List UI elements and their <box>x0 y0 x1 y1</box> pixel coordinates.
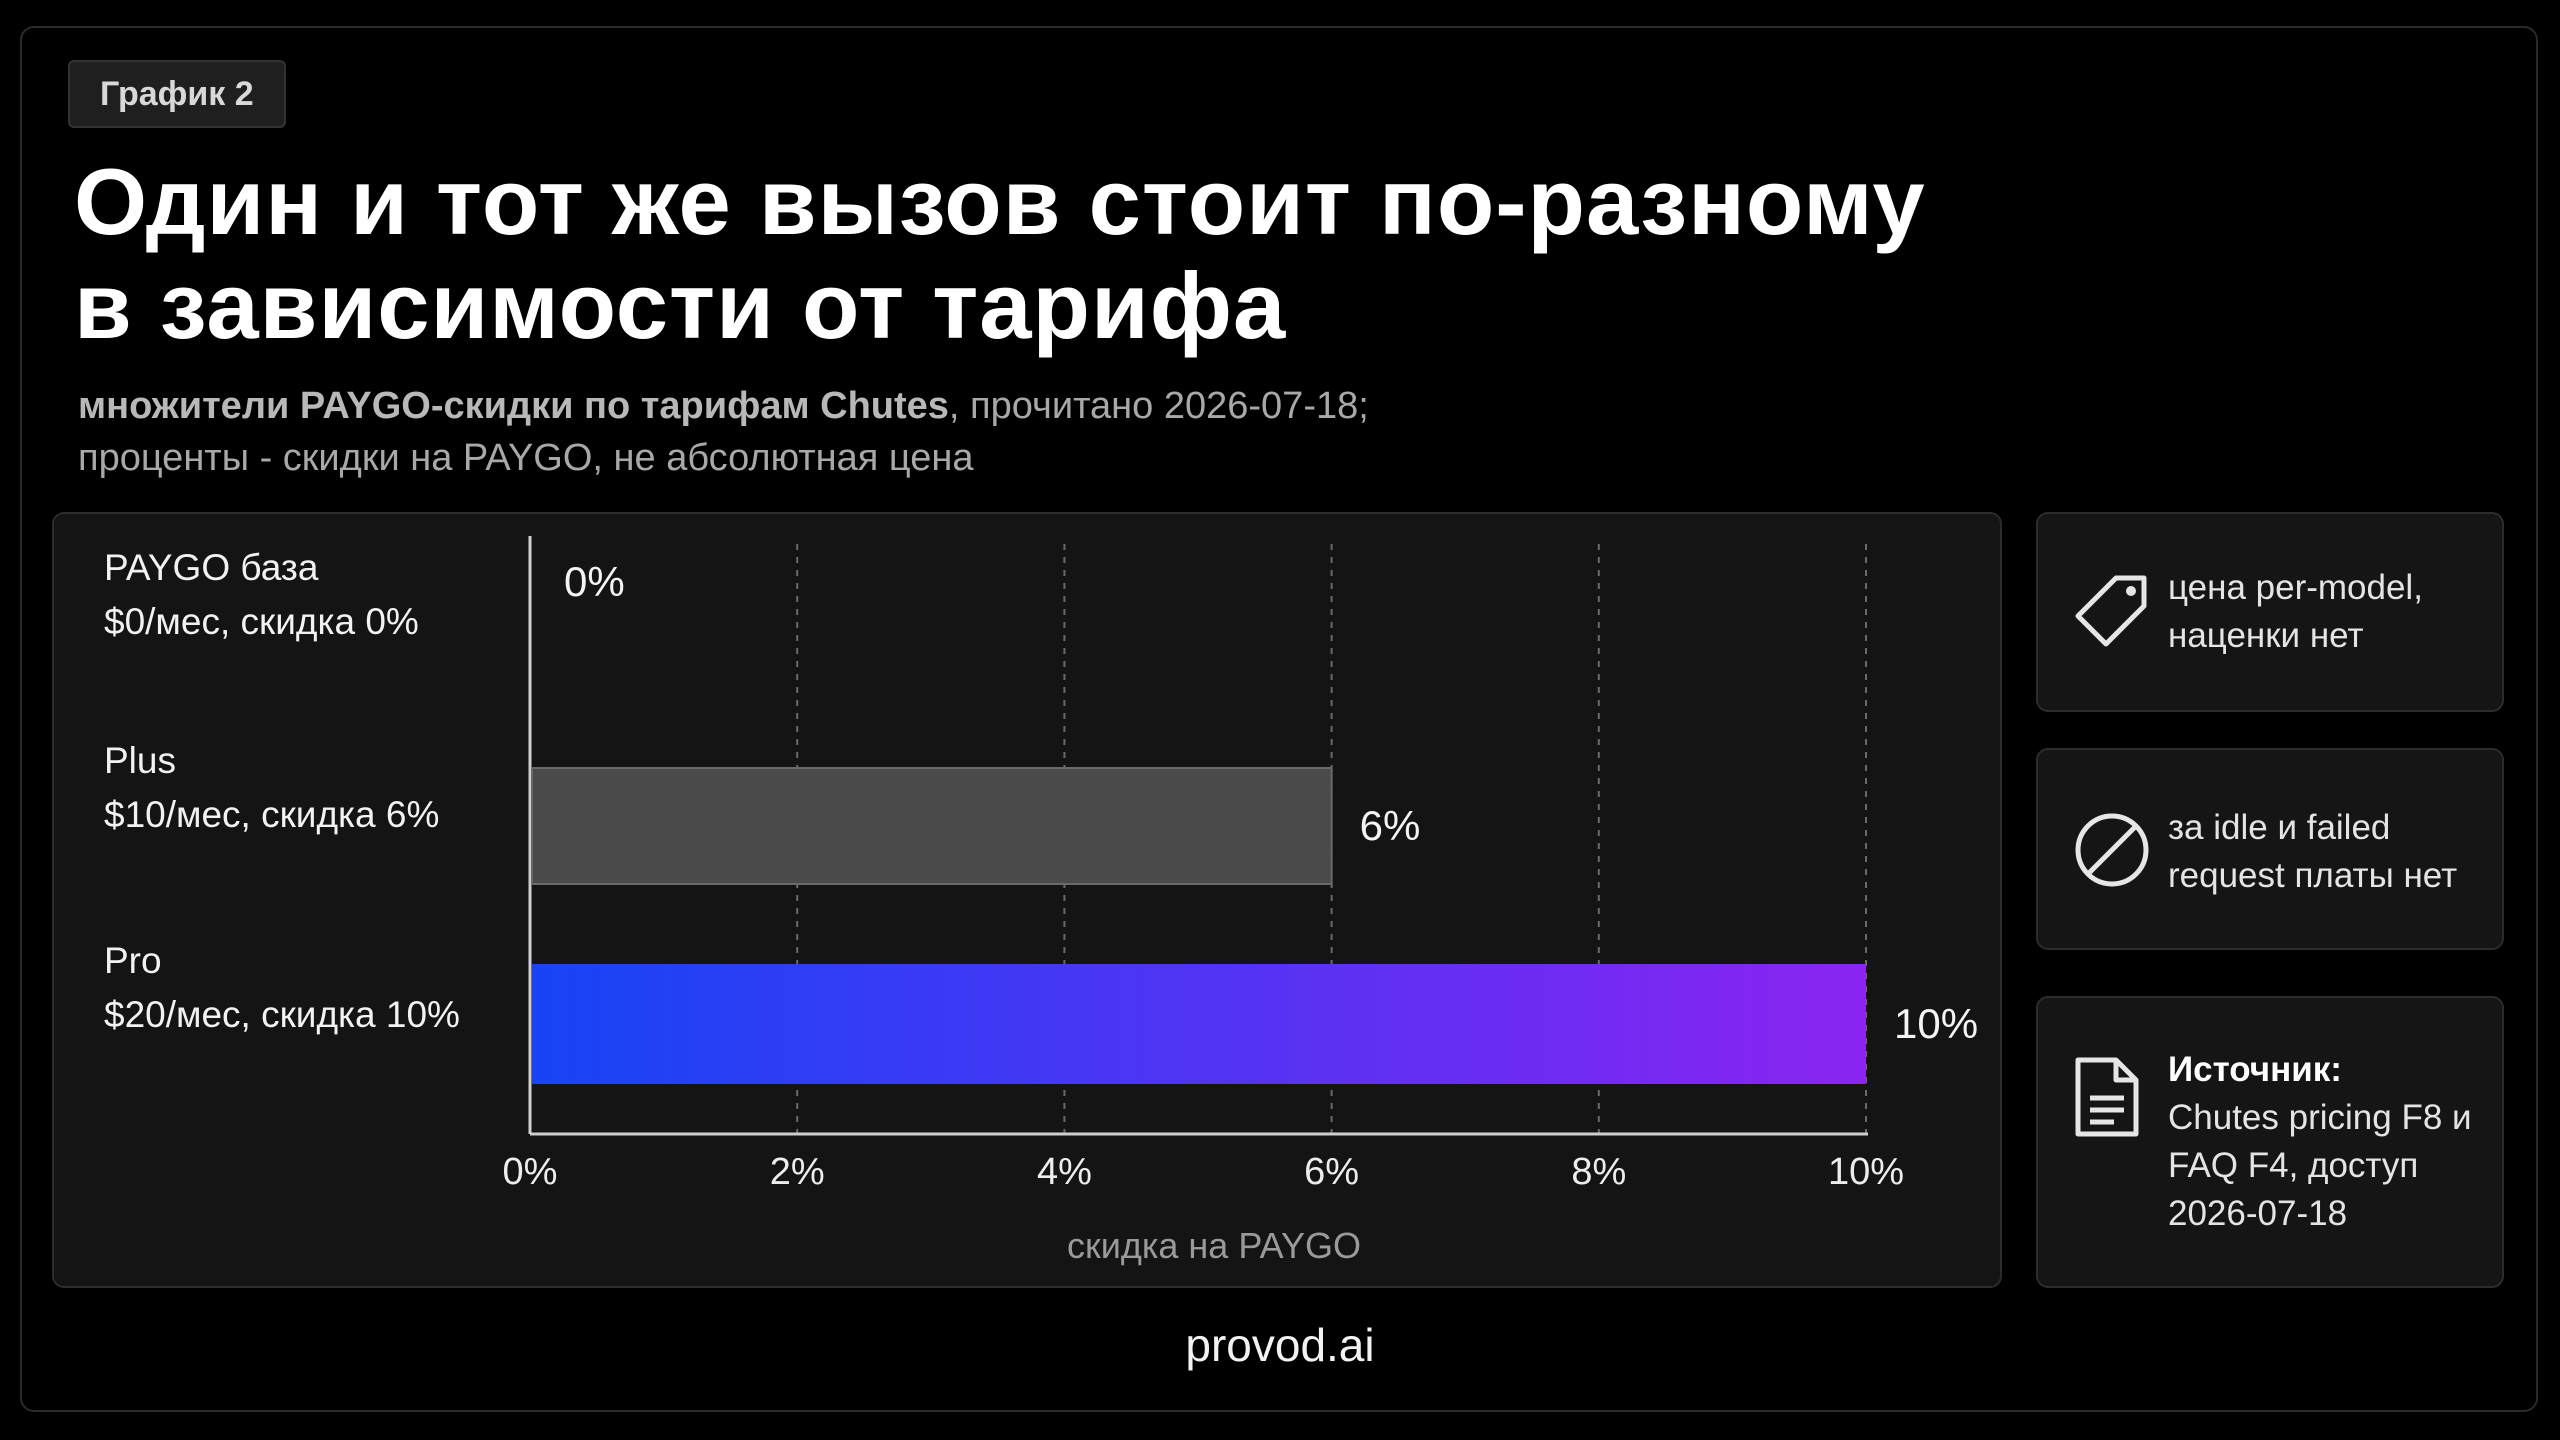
x-tick-label: 0% <box>503 1151 558 1193</box>
card-text: цена per-model, наценки нет <box>2168 564 2482 660</box>
x-tick-label: 2% <box>770 1151 825 1193</box>
subtitle-line-1: множители PAYGO-скидки по тарифам Chutes… <box>78 380 1678 432</box>
category-detail: $10/мес, скидка 6% <box>104 794 439 835</box>
card-text: Источник: Chutes pricing F8 и FAQ F4, до… <box>2168 1046 2482 1238</box>
category-name: Pro <box>104 940 162 981</box>
bar-chart: 0% 2% 4% 6% 8% 10% скидка на PAYGO PAYGO база $0… <box>104 536 1978 1266</box>
info-card-source: Источник: Chutes pricing F8 и FAQ F4, до… <box>2036 996 2504 1288</box>
category-detail: $20/мес, скидка 10% <box>104 994 460 1035</box>
category-name: PAYGO база <box>104 547 319 588</box>
card-line: Chutes pricing F8 и <box>2168 1098 2472 1137</box>
price-tag-icon <box>2075 575 2147 647</box>
category-name: Plus <box>104 740 176 781</box>
bar-value-label: 6% <box>1360 802 1421 849</box>
card-line: request платы нет <box>2168 856 2458 895</box>
card-line: за idle и failed <box>2168 808 2391 847</box>
x-tick-label: 10% <box>1828 1151 1904 1193</box>
bar <box>531 767 1333 885</box>
chart-number-badge: График 2 <box>68 60 286 128</box>
info-card-pricing: цена per-model, наценки нет <box>2036 512 2504 712</box>
title-line-1: Один и тот же вызов стоит по-разному <box>74 149 1926 254</box>
category-detail: $0/мес, скидка 0% <box>104 601 419 642</box>
page-title: Один и тот же вызов стоит по-разному в з… <box>74 150 2274 358</box>
footer-brand: provod.ai <box>1185 1319 1375 1371</box>
subtitle-rest: , прочитано 2026-07-18; <box>948 385 1369 427</box>
info-card-idle: за idle и failed request платы нет <box>2036 748 2504 950</box>
subtitle-line-2: проценты - скидки на PAYGO, не абсолютна… <box>78 437 974 479</box>
prohibited-icon <box>2075 813 2149 887</box>
document-icon <box>2075 1057 2139 1137</box>
bar-value-label: 0% <box>564 558 625 605</box>
title-line-2: в зависимости от тарифа <box>74 253 1287 358</box>
subtitle-bold: множители PAYGO-скидки по тарифам Chutes <box>78 385 949 427</box>
x-tick-label: 8% <box>1571 1151 1626 1193</box>
x-axis-title: скидка на PAYGO <box>1067 1225 1361 1266</box>
card-line: FAQ F4, доступ <box>2168 1146 2419 1185</box>
card-line: наценки нет <box>2168 616 2364 655</box>
chart-panel: 0% 2% 4% 6% 8% 10% скидка на PAYGO PAYGO база $0… <box>52 512 2002 1288</box>
card-text: за idle и failed request платы нет <box>2168 804 2482 900</box>
x-tick-label: 6% <box>1304 1151 1359 1193</box>
card-line: цена per-model, <box>2168 568 2423 607</box>
card-heading: Источник: <box>2168 1050 2342 1089</box>
bar-value-label: 10% <box>1894 1000 1978 1047</box>
bar <box>532 964 1866 1084</box>
chart-subtitle: множители PAYGO-скидки по тарифам Chutes… <box>78 380 1678 484</box>
card-line: 2026-07-18 <box>2168 1194 2348 1233</box>
x-tick-label: 4% <box>1037 1151 1092 1193</box>
